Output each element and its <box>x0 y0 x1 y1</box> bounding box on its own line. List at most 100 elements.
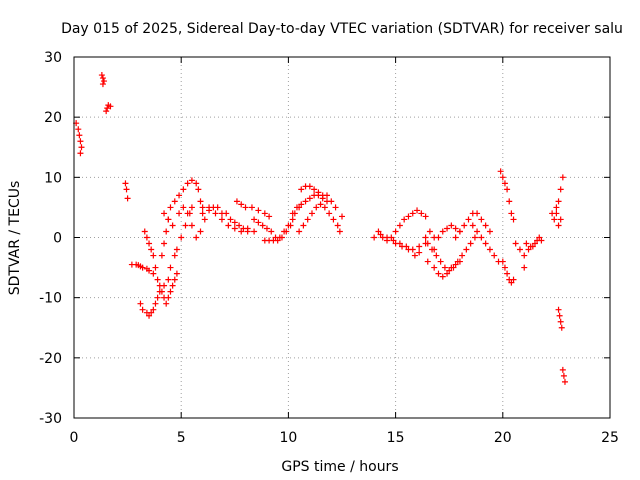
data-point <box>521 252 528 259</box>
y-tick-label: -20 <box>39 351 62 367</box>
data-point <box>171 198 178 205</box>
x-tick-label: 25 <box>601 430 619 446</box>
data-point <box>218 216 225 223</box>
data-point <box>296 228 303 235</box>
y-tick-label: 0 <box>53 231 62 247</box>
data-point <box>123 186 130 193</box>
data-point <box>266 213 273 220</box>
data-point <box>139 264 146 271</box>
data-point <box>467 240 474 247</box>
data-point <box>557 318 564 325</box>
data-point <box>199 210 206 217</box>
data-point <box>173 246 180 253</box>
data-point <box>399 243 406 250</box>
data-point <box>556 312 563 319</box>
data-point <box>510 216 517 223</box>
data-point <box>171 276 178 283</box>
data-point <box>311 186 318 193</box>
data-point <box>158 288 165 295</box>
data-point <box>146 312 153 319</box>
data-point <box>137 300 144 307</box>
data-point <box>459 252 466 259</box>
data-point <box>446 267 453 274</box>
data-point <box>167 204 174 211</box>
data-point <box>559 174 566 181</box>
data-point <box>553 210 560 217</box>
data-point <box>431 264 438 271</box>
data-point <box>478 234 485 241</box>
data-point <box>437 258 444 265</box>
data-point <box>416 249 423 256</box>
data-point <box>242 204 249 211</box>
data-point <box>261 210 268 217</box>
data-point <box>173 270 180 277</box>
data-point <box>339 213 345 220</box>
data-point <box>154 294 161 301</box>
data-point <box>471 234 478 241</box>
data-point <box>167 264 174 271</box>
data-point <box>433 252 440 259</box>
data-point <box>315 189 322 196</box>
data-point <box>313 204 320 211</box>
data-point <box>139 306 146 313</box>
data-point <box>321 204 328 211</box>
data-point <box>536 234 543 241</box>
data-point <box>559 366 566 373</box>
data-point <box>77 150 84 157</box>
x-axis-label: GPS time / hours <box>281 459 398 475</box>
data-point <box>538 237 545 244</box>
data-point <box>557 186 564 193</box>
data-point <box>236 222 243 229</box>
data-point <box>263 225 270 232</box>
data-point <box>418 210 425 217</box>
data-point <box>510 276 517 283</box>
data-point <box>465 216 472 223</box>
data-point <box>409 210 416 217</box>
data-point <box>474 228 481 235</box>
data-point <box>525 246 532 253</box>
data-point <box>124 195 131 202</box>
data-point <box>424 258 431 265</box>
data-point <box>435 270 442 277</box>
data-point <box>289 210 296 217</box>
data-point <box>167 288 174 295</box>
data-point <box>193 180 200 187</box>
data-point <box>101 78 108 85</box>
x-tick-label: 20 <box>494 430 512 446</box>
data-point <box>377 231 384 238</box>
data-point <box>287 222 294 229</box>
data-point <box>223 210 230 217</box>
data-point <box>516 246 523 253</box>
data-point <box>506 198 513 205</box>
data-point <box>558 324 565 331</box>
x-tick-label: 0 <box>70 430 79 446</box>
data-point <box>103 108 110 115</box>
data-point <box>308 210 315 217</box>
data-point <box>486 246 493 253</box>
data-point <box>501 264 508 271</box>
data-point <box>561 378 568 385</box>
data-point <box>414 207 421 214</box>
data-point <box>146 267 153 274</box>
data-point <box>330 216 337 223</box>
data-point <box>176 210 183 217</box>
data-point <box>188 222 195 229</box>
data-point <box>231 225 238 232</box>
data-point <box>169 222 176 229</box>
data-point <box>165 276 172 283</box>
data-point <box>156 282 163 289</box>
data-point <box>99 75 106 82</box>
data-point <box>531 240 538 247</box>
data-point <box>255 207 262 214</box>
data-point <box>163 300 170 307</box>
data-point <box>435 234 442 241</box>
data-point <box>390 237 397 244</box>
data-point <box>529 243 536 250</box>
data-point <box>238 201 245 208</box>
data-point <box>146 240 153 247</box>
data-point <box>141 228 148 235</box>
data-point <box>501 180 508 187</box>
data-point <box>317 201 324 208</box>
data-point <box>555 198 562 205</box>
data-point <box>555 306 562 313</box>
